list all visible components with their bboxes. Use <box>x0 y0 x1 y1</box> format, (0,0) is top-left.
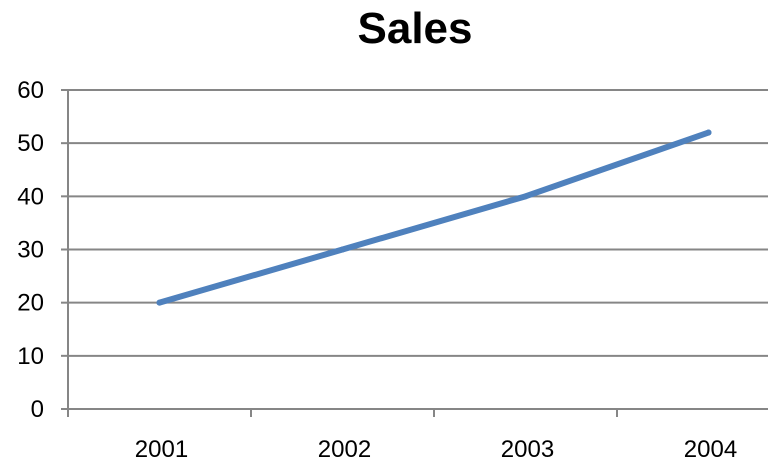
data-point-2002 <box>339 246 346 253</box>
data-point-2001 <box>156 299 163 306</box>
x-tick-label-2001: 2001 <box>135 436 188 463</box>
data-point-2003 <box>522 193 529 200</box>
y-tick-label-10: 10 <box>17 343 44 370</box>
y-axis-ticks: 0 10 20 30 40 50 60 <box>17 77 68 423</box>
y-tick-label-50: 50 <box>17 130 44 157</box>
series-layer <box>156 129 712 306</box>
y-tick-label-60: 60 <box>17 77 44 104</box>
y-tick-label-30: 30 <box>17 237 44 264</box>
series-line-0 <box>156 129 712 306</box>
x-tick-label-2002: 2002 <box>318 436 371 463</box>
x-tick-label-2004: 2004 <box>684 436 737 463</box>
gridlines <box>68 89 768 357</box>
chart-title: Sales <box>357 4 473 53</box>
x-axis-ticks: 2001 2002 2003 2004 <box>67 409 737 463</box>
y-tick-label-0: 0 <box>31 396 44 423</box>
y-tick-label-40: 40 <box>17 183 44 210</box>
x-tick-label-2003: 2003 <box>501 436 554 463</box>
y-tick-label-20: 20 <box>17 290 44 317</box>
data-point-2004 <box>705 129 712 136</box>
